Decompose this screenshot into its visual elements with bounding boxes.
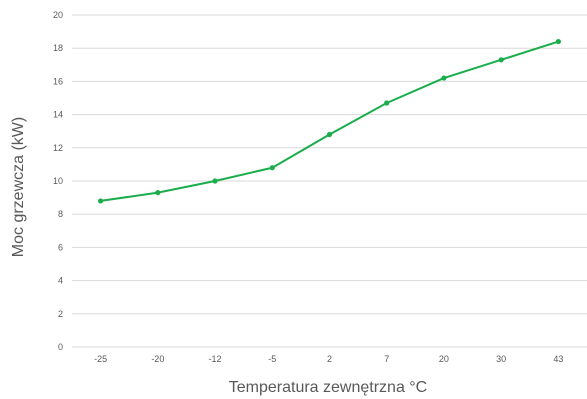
data-point: [498, 57, 504, 63]
y-axis-ticks: 0 2 4 6 8 10 12 14 16 18 20: [53, 10, 63, 352]
x-tick-label: 7: [384, 354, 389, 364]
y-tick-label: 8: [58, 209, 63, 219]
x-tick-label: -12: [209, 354, 222, 364]
x-tick-label: 43: [553, 354, 563, 364]
y-tick-label: 10: [53, 176, 63, 186]
x-axis-ticks: -25 -20 -12 -5 2 7 20 30 43: [94, 354, 563, 364]
x-tick-label: 20: [439, 354, 449, 364]
x-tick-label: -20: [151, 354, 164, 364]
y-tick-label: 20: [53, 10, 63, 20]
data-point: [155, 190, 161, 196]
x-tick-label: -5: [268, 354, 276, 364]
data-point: [269, 165, 275, 171]
gridlines: [72, 14, 587, 348]
data-point: [326, 131, 333, 138]
series-line: [100, 40, 559, 202]
x-tick-label: -25: [94, 354, 107, 364]
y-tick-label: 12: [53, 143, 63, 153]
y-axis-title: Moc grzewcza (kW): [10, 117, 27, 257]
series: [98, 38, 561, 204]
data-point: [98, 198, 104, 204]
y-tick-label: 6: [58, 242, 63, 252]
x-axis-title: Temperatura zewnętrzna °C: [229, 379, 427, 396]
y-tick-label: 0: [58, 342, 63, 352]
x-tick-label: 30: [496, 354, 506, 364]
y-tick-label: 16: [53, 76, 63, 86]
data-point: [212, 178, 218, 184]
y-tick-label: 4: [58, 276, 63, 286]
y-tick-label: 2: [58, 309, 63, 319]
y-tick-label: 18: [53, 43, 63, 53]
x-tick-label: 2: [327, 354, 332, 364]
data-point: [555, 38, 561, 45]
data-point: [384, 100, 390, 106]
y-tick-label: 14: [53, 110, 63, 120]
data-point: [441, 75, 447, 81]
